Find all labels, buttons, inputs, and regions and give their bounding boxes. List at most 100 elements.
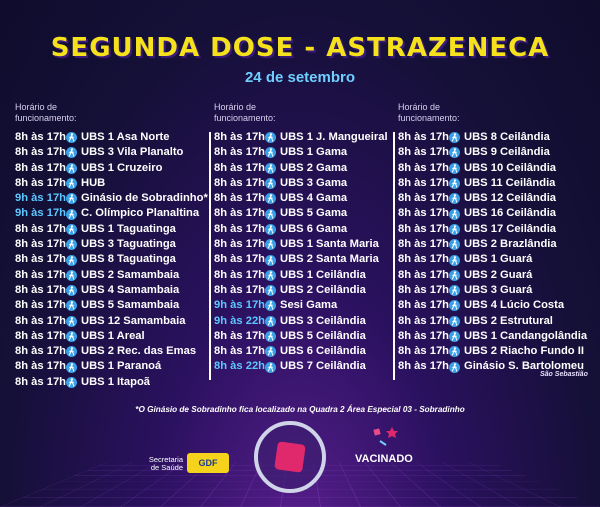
walking-person-icon [449,315,460,327]
column-header: Horário de funcionamento: [398,102,460,123]
schedule-row: 8h às 17h UBS 3 Vila Planalto [15,145,208,160]
schedule-row: 8h às 17h UBS 3 Guará [398,283,587,298]
walking-person-icon [66,331,77,342]
schedule-row: 8h às 17h UBS 4 Lúcio Costa [398,298,587,313]
walking-person-icon [66,376,77,388]
schedule-time: 8h às 17h [398,329,449,342]
schedule-place: UBS 1 Areal [81,329,145,342]
schedule-row: 8h às 17h UBS 1 Areal [15,329,208,344]
schedule-place: UBS 4 Gama [280,192,348,205]
schedule-row: 8h às 17h UBS 3 Gama [214,176,388,191]
schedule-row: 8h às 17h UBS 17 Ceilândia [398,222,587,237]
schedule-list: 8h às 17h UBS 1 Asa Norte 8h às 17h UBS 3 V… [15,130,208,390]
schedule-place: UBS 1 J. Mangueiral [280,131,388,143]
schedule-row: 8h às 17h UBS 2 Riacho Fundo II [398,344,587,359]
schedule-time: 8h às 17h [214,253,265,266]
gdf-logo: GDF [187,453,229,473]
date-label: 24 de setembro [244,69,356,86]
schedule-time: 8h às 17h [398,238,449,251]
schedule-place: UBS 3 Guará [464,283,533,296]
schedule-time: 8h às 17h [15,283,66,296]
box-icon [274,441,306,473]
schedule-time: 9h às 17h [15,192,66,205]
schedule-time: 8h às 17h [15,329,66,342]
schedule-time: 8h às 17h [15,176,66,189]
schedule-time: 8h às 17h [398,345,449,358]
schedule-row: 8h às 17h UBS 10 Ceilândia [398,161,587,176]
schedule-place: UBS 4 Samambaia [81,283,180,296]
schedule-place: UBS 2 Samambaia [81,268,180,281]
schedule-row: 9h às 17h C. Olímpico Planaltina [15,206,208,221]
schedule-place: UBS 3 Ceilândia [280,314,366,327]
walking-person-icon [449,254,460,266]
schedule-time: 8h às 17h [398,176,449,189]
schedule-row: 8h às 17h UBS 1 Gama [214,145,388,160]
schedule-place: UBS 7 Ceilândia [280,360,366,373]
walking-person-icon [449,178,460,190]
walking-person-icon [66,315,77,327]
walking-person-icon [66,193,77,205]
schedule-place: UBS 2 Santa Maria [280,253,379,266]
schedule-row: 8h às 17h UBS 2 Ceilândia [214,283,388,298]
schedule-place: UBS 12 Ceilândia [464,192,557,205]
schedule-row: 8h às 17h UBS 1 Ceilândia [214,268,388,283]
schedule-time: 8h às 17h [214,222,265,235]
schedule-row: 8h às 17h UBS 3 Taguatinga [15,237,208,252]
schedule-row: 8h às 17h UBS 1 Guará [398,252,587,267]
walking-person-icon [449,208,460,220]
schedule-row: 8h às 17h UBS 2 Guará [398,268,587,283]
schedule-row: 8h às 17h UBS 5 Gama [214,206,388,221]
schedule-row: 8h às 17h UBS 2 Brazlândia [398,237,587,252]
schedule-row: 8h às 17h UBS 8 Taguatinga [15,252,208,267]
schedule-place: UBS 16 Ceilândia [464,207,557,220]
schedule-place: Ginásio S. Bartolomeu [464,360,584,373]
schedule-place: UBS 2 Ceilândia [280,283,366,296]
vaccine-box-emblem [254,421,326,493]
schedule-time: 8h às 17h [214,192,265,205]
schedule-place: UBS 2 Guará [464,268,533,281]
schedule-list: 8h às 17h UBS 8 Ceilândia 8h às 17h UBS 9 C… [398,130,587,375]
schedule-time: 8h às 17h [398,161,449,174]
schedule-row: 8h às 17h UBS 2 Samambaia [15,268,208,283]
schedule-place: UBS 2 Gama [280,161,348,174]
walking-person-icon [66,361,77,373]
schedule-row: 8h às 17h UBS 6 Ceilândia [214,344,388,359]
schedule-place: UBS 6 Ceilândia [280,345,366,358]
schedule-row: 8h às 17h UBS 1 J. Mangueiral [214,130,388,145]
schedule-place: UBS 3 Taguatinga [81,238,176,251]
vacinado-sticker-icons [372,425,402,452]
schedule-row: 8h às 17h UBS 6 Gama [214,222,388,237]
schedule-time: 8h às 17h [214,268,265,281]
schedule-place: UBS 1 Candangolândia [464,329,588,342]
schedule-place: UBS 17 Ceilândia [464,222,557,235]
walking-person-icon [265,223,276,235]
walking-person-icon [66,346,77,358]
schedule-time: 8h às 17h [214,146,265,159]
walking-person-icon [66,208,77,220]
schedule-row: 8h às 17h UBS 2 Gama [214,161,388,176]
walking-person-icon [66,147,77,159]
schedule-place: UBS 11 Ceilândia [464,176,556,189]
schedule-place: UBS 9 Ceilândia [464,146,550,159]
schedule-time: 8h às 17h [398,253,449,266]
schedule-time: 8h às 17h [15,161,66,174]
schedule-time: 8h às 17h [15,253,66,266]
walking-person-icon [265,254,276,266]
walking-person-icon [265,315,276,327]
schedule-place: UBS 1 Itapoã [81,375,151,388]
walking-person-icon [265,346,276,358]
page-title: SEGUNDA DOSE - ASTRAZENECA [50,33,550,63]
schedule-place: Sesi Gama [280,299,338,312]
schedule-row: 8h às 17h UBS 12 Samambaia [15,314,208,329]
walking-person-icon [66,162,77,174]
schedule-place: UBS 1 Cruzeiro [81,161,163,174]
schedule-row: 8h às 17h UBS 5 Samambaia [15,298,208,313]
schedule-time: 8h às 17h [15,222,66,235]
schedule-row: 8h às 17h UBS 5 Ceilândia [214,329,388,344]
walking-person-icon [66,239,77,251]
walking-person-icon [449,300,460,312]
walking-person-icon [66,269,77,281]
schedule-time: 8h às 17h [214,283,265,296]
walking-person-icon [265,208,276,220]
walking-person-icon [449,239,460,251]
